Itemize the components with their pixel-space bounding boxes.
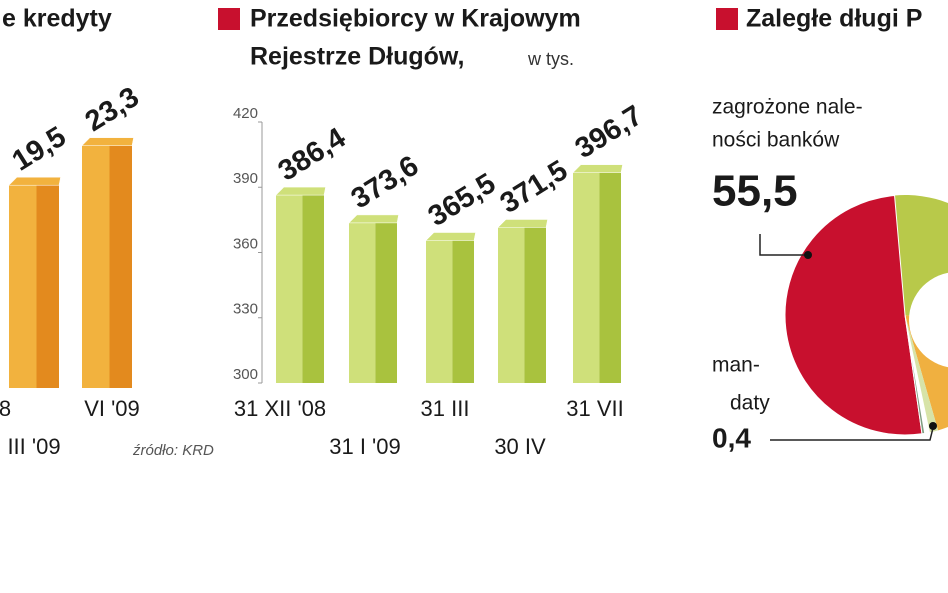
bar — [498, 227, 525, 383]
chart-title: Rejestrze Długów, — [250, 43, 464, 71]
slice-value: 55,5 — [712, 167, 798, 216]
bar-side — [524, 227, 546, 383]
bar-side — [452, 240, 474, 383]
x-tick-label: 8 — [0, 396, 11, 421]
value-label: 373,6 — [346, 150, 425, 216]
x-tick-label: VI '09 — [84, 396, 140, 421]
x-tick-label: III '09 — [7, 434, 60, 459]
bar — [82, 145, 110, 388]
bar — [426, 240, 453, 383]
chart-title: Zaległe długi P — [746, 5, 922, 33]
y-tick-label: 420 — [233, 105, 258, 122]
pie-slice — [904, 314, 926, 435]
bar-side — [36, 185, 59, 388]
pie-hole — [909, 272, 948, 368]
leader — [759, 234, 805, 256]
bar-top — [8, 176, 61, 186]
chart-subtitle: w tys. — [527, 49, 574, 69]
x-tick-label: 30 IV — [494, 434, 546, 459]
slice-label: ności banków — [712, 129, 840, 152]
y-tick-label: 390 — [233, 170, 258, 187]
slice-label: zagrożone nale- — [712, 96, 863, 119]
x-tick-label: 31 XII '08 — [234, 396, 326, 421]
value-label: 386,4 — [273, 122, 352, 188]
bar-top — [81, 137, 134, 146]
leader-dot — [929, 422, 937, 430]
bar-side — [375, 222, 397, 383]
pie-slice — [784, 194, 923, 436]
bar-side — [599, 172, 621, 383]
value-label: 365,5 — [423, 167, 502, 233]
chart-title: e kredyty — [2, 5, 112, 33]
source: źródło: KRD — [132, 442, 214, 459]
leader — [770, 427, 934, 441]
y-tick-label: 360 — [233, 235, 258, 252]
value-label: 371,5 — [495, 154, 574, 220]
slice-label: daty — [730, 392, 770, 415]
bar — [573, 172, 600, 383]
slice-label: man- — [712, 354, 760, 377]
x-tick-label: 31 I '09 — [329, 434, 400, 459]
title-marker — [716, 8, 738, 30]
x-tick-label: 31 III — [421, 396, 470, 421]
bar — [276, 195, 303, 383]
leader-dot — [804, 251, 812, 259]
bar-top — [497, 219, 548, 228]
title-marker — [218, 8, 240, 30]
y-tick-label: 300 — [233, 366, 258, 383]
bar-side — [109, 145, 132, 388]
y-tick-label: 330 — [233, 301, 258, 318]
slice-value: 0,4 — [712, 422, 751, 453]
value-label: 396,7 — [570, 100, 649, 166]
bar-top — [425, 232, 476, 241]
x-tick-label: 31 VII — [566, 396, 623, 421]
bar-side — [302, 195, 324, 383]
bar — [9, 185, 37, 388]
bar — [349, 222, 376, 383]
bar-top — [348, 214, 399, 224]
bar-top — [275, 186, 326, 196]
pie-other — [905, 315, 939, 433]
value-label: 23,3 — [80, 81, 145, 138]
value-label: 19,5 — [7, 121, 72, 178]
chart-title: Przedsiębiorcy w Krajowym — [250, 5, 581, 33]
bar-top — [572, 164, 623, 173]
